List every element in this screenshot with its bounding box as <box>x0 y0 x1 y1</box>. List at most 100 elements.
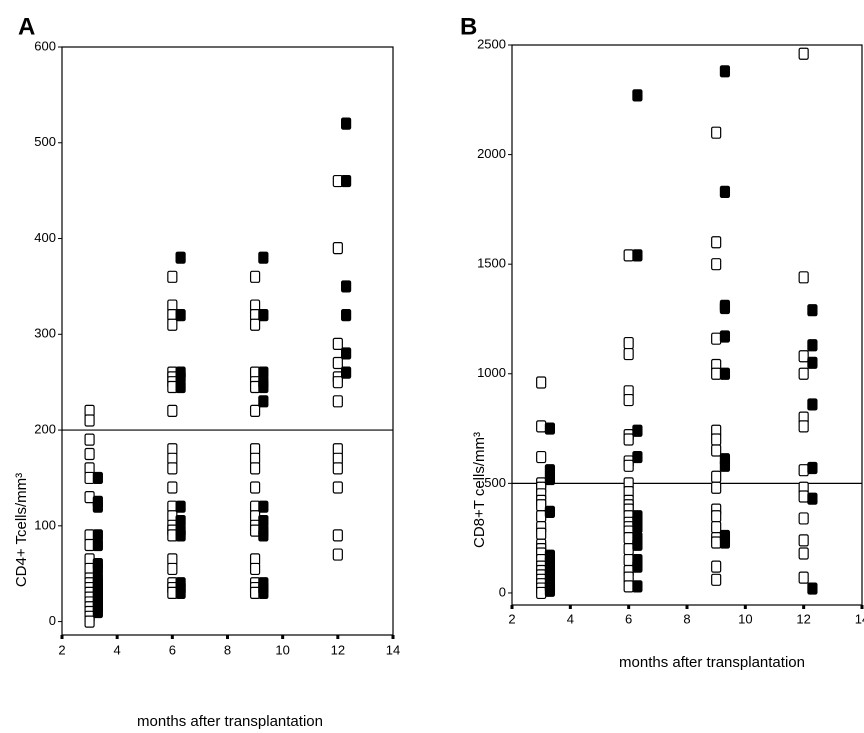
y-axis-title: CD8+T cells/mm³ <box>471 432 488 548</box>
x-tick-label: 6 <box>169 642 176 657</box>
point <box>332 529 343 542</box>
point <box>798 512 809 525</box>
point <box>711 573 722 586</box>
point <box>623 543 634 556</box>
point <box>249 318 261 331</box>
y-tick-label: 300 <box>34 326 56 341</box>
panel-label: A <box>18 13 35 40</box>
plot-frame <box>61 46 394 636</box>
x-axis-title: months after transplantation <box>619 654 805 671</box>
point <box>798 367 809 380</box>
point <box>84 433 95 446</box>
point <box>332 462 343 475</box>
point <box>798 547 809 560</box>
point <box>807 356 818 369</box>
point <box>249 562 261 576</box>
point <box>632 521 643 534</box>
point <box>341 117 352 130</box>
point <box>544 472 556 486</box>
point <box>711 481 722 494</box>
point <box>175 529 186 542</box>
point <box>332 356 343 370</box>
point <box>798 350 809 363</box>
point <box>536 586 547 600</box>
point <box>341 280 352 293</box>
point <box>623 433 634 446</box>
point <box>719 367 731 380</box>
point <box>249 481 261 494</box>
point <box>341 309 352 322</box>
point <box>798 534 809 547</box>
point <box>249 462 261 475</box>
point <box>536 499 547 512</box>
point <box>332 376 343 389</box>
point <box>84 538 95 552</box>
y-tick-label: 500 <box>34 134 56 149</box>
point <box>798 47 809 60</box>
y-tick-label: 0 <box>49 613 56 628</box>
point <box>341 347 352 360</box>
point <box>711 258 722 271</box>
point <box>719 65 731 78</box>
point <box>84 414 95 427</box>
point <box>167 562 178 576</box>
x-tick-label: 8 <box>224 642 231 657</box>
point <box>623 553 634 567</box>
point <box>167 270 178 283</box>
point <box>719 330 731 343</box>
point <box>249 586 261 599</box>
y-tick-label: 200 <box>34 421 56 436</box>
point <box>807 582 818 595</box>
point <box>167 481 178 494</box>
x-tick-label: 6 <box>625 611 632 626</box>
point <box>719 185 731 198</box>
x-tick-label: 8 <box>683 611 690 626</box>
point <box>536 510 547 523</box>
point <box>167 404 178 418</box>
point <box>167 462 178 475</box>
point <box>332 174 343 188</box>
point <box>711 433 722 446</box>
point <box>711 444 722 457</box>
point <box>807 461 818 475</box>
point <box>544 584 556 597</box>
point <box>258 500 269 513</box>
point <box>84 615 95 628</box>
x-tick-label: 2 <box>58 642 65 657</box>
point <box>332 548 343 561</box>
point <box>167 318 178 331</box>
point <box>632 580 643 593</box>
point <box>632 424 643 437</box>
point <box>798 420 809 433</box>
point <box>536 376 547 389</box>
point <box>536 450 547 464</box>
point <box>711 521 722 534</box>
point <box>536 420 547 433</box>
x-tick-label: 4 <box>567 611 574 626</box>
point <box>711 126 722 139</box>
point <box>807 492 818 505</box>
point <box>258 395 269 408</box>
point <box>92 538 103 552</box>
point <box>544 505 556 518</box>
point <box>175 251 186 264</box>
x-tick-label: 12 <box>796 611 810 626</box>
point <box>632 538 643 551</box>
point <box>258 586 269 599</box>
point <box>632 89 643 102</box>
x-tick-label: 14 <box>386 642 400 657</box>
point <box>92 605 103 619</box>
point <box>711 510 722 523</box>
y-tick-label: 1000 <box>477 365 506 380</box>
y-tick-label: 100 <box>34 517 56 532</box>
point <box>632 560 643 573</box>
point <box>798 571 809 584</box>
point <box>175 500 186 513</box>
point <box>536 527 547 540</box>
point <box>258 309 269 322</box>
point <box>711 236 722 249</box>
point <box>258 251 269 264</box>
point <box>544 422 556 435</box>
point <box>798 490 809 503</box>
